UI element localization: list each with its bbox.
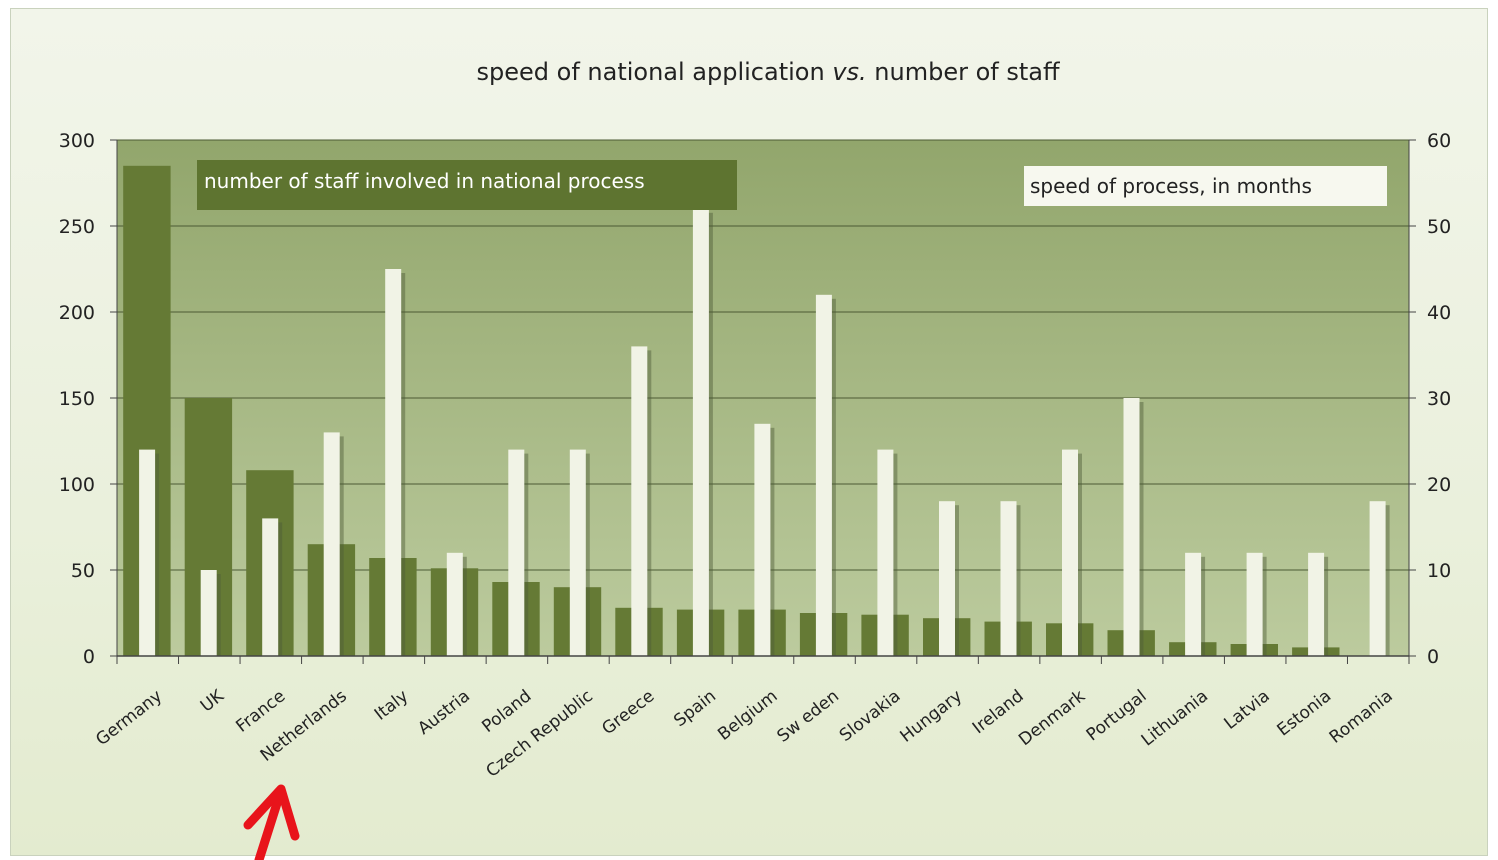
category-label: Denmark [1015, 686, 1089, 750]
right-axis-tick-label: 40 [1427, 302, 1451, 324]
left-axis-tick-label: 150 [59, 388, 95, 410]
category-label: Czech Republic [483, 686, 597, 781]
speed-bar [1246, 552, 1263, 656]
left-axis-tick-label: 50 [71, 560, 95, 582]
red-arrow-annotation [243, 784, 300, 860]
chart-title: speed of national application vs. number… [477, 58, 1060, 86]
speed-bar [1369, 501, 1386, 656]
speed-bar [446, 552, 463, 656]
speed-bar [262, 518, 279, 656]
category-label: Germany [92, 686, 166, 750]
category-label: Greece [598, 686, 658, 739]
speed-bar [139, 449, 156, 656]
category-label: UK [197, 686, 229, 717]
category-label: Sw eden [773, 686, 843, 746]
category-label: Spain [670, 686, 720, 731]
speed-bar [569, 449, 586, 656]
right-axis-tick-label: 30 [1427, 388, 1451, 410]
category-label: Latvia [1221, 686, 1274, 734]
right-axis-tick-label: 20 [1427, 474, 1451, 496]
left-axis-tick-label: 200 [59, 302, 95, 324]
speed-bar [200, 570, 217, 656]
left-axis-tick-label: 0 [83, 646, 95, 668]
right-axis-tick-label: 50 [1427, 216, 1451, 238]
category-label: France [232, 686, 289, 737]
right-axis-tick-label: 10 [1427, 560, 1451, 582]
speed-bar [1308, 552, 1325, 656]
category-label: Italy [371, 686, 412, 724]
speed-bar [385, 269, 402, 656]
speed-bar [631, 346, 648, 656]
category-label: Austria [414, 686, 474, 739]
speed-bar [1062, 449, 1078, 656]
left-axis-tick-label: 100 [59, 474, 95, 496]
speed-bar [692, 208, 709, 657]
speed-bar [508, 449, 525, 656]
speed-bar [754, 423, 771, 656]
speed-bar [323, 432, 340, 656]
speed-bar [1000, 501, 1017, 656]
category-label: Belgium [714, 686, 781, 745]
bars-group [123, 165, 1390, 657]
axes-group [110, 139, 1416, 664]
category-label: Hungary [897, 686, 967, 746]
category-label: Lithuania [1138, 686, 1212, 750]
speed-bar [815, 294, 832, 656]
left-axis-tick-label: 300 [59, 130, 95, 152]
category-label: Slovakia [836, 686, 905, 746]
legend-speed-box [1024, 166, 1387, 206]
category-label: Romania [1326, 686, 1397, 748]
speed-bar [877, 449, 894, 656]
tick-labels: 0 50 100 150 200 250 300 0 10 20 30 40 50 60 [59, 130, 1451, 668]
speed-bar [1123, 398, 1140, 656]
legend-staff-box [197, 160, 737, 210]
right-axis-tick-label: 60 [1427, 130, 1451, 152]
category-label: Poland [478, 686, 535, 737]
speed-bar [939, 501, 955, 656]
right-axis-tick-label: 0 [1427, 646, 1439, 668]
speed-bar [1185, 552, 1202, 656]
legend-speed-label: speed of process, in months [1030, 174, 1312, 198]
legend-staff-label: number of staff involved in national pro… [204, 169, 645, 193]
left-axis-tick-label: 250 [59, 216, 95, 238]
